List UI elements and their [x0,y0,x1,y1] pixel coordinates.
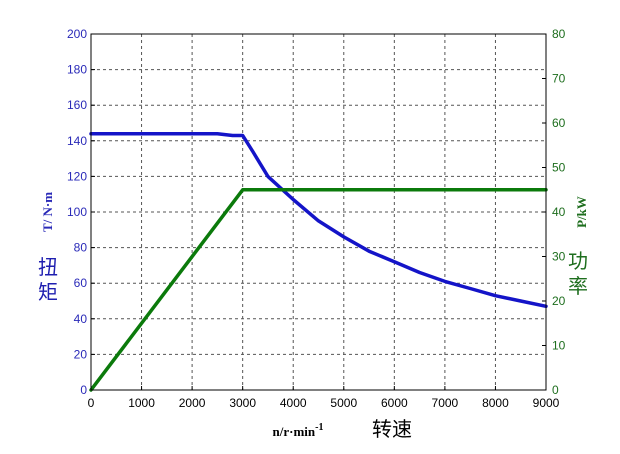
y-left-tick-label: 140 [67,134,87,148]
power-curve-line [89,188,548,392]
y-left-tick-label: 20 [74,347,88,361]
x-tick-label: 4000 [280,396,307,410]
x-axis-title-cn: 转速 [372,417,412,441]
y-right-tick-label: 50 [552,161,566,175]
y-right-axis-ticks: 0 10 20 30 40 50 60 70 80 [542,27,566,397]
x-axis-ticks: 0 1000 2000 3000 4000 5000 6000 7000 8000 9000 [88,386,560,410]
y-left-tick-label: 40 [74,312,88,326]
y-right-axis-title: P/kW [574,196,589,228]
y-left-tick-label: 180 [67,63,87,77]
y-left-tick-label: 0 [80,383,87,397]
y-left-tick-label: 80 [74,241,88,255]
y-left-axis-title-cn-2: 矩 [38,280,58,304]
y-right-tick-label: 0 [552,383,559,397]
y-left-axis-ticks: 0 20 40 60 80 100 120 140 160 180 200 [67,27,95,397]
y-right-tick-label: 10 [552,339,566,353]
grid-lines [91,34,546,390]
x-axis-title: n/r·min-1 [273,422,324,439]
y-left-axis-title: T/ N·m [40,192,55,232]
x-tick-label: 7000 [432,396,459,410]
x-tick-label: 1000 [128,396,155,410]
x-tick-label: 6000 [381,396,408,410]
y-right-tick-label: 40 [552,205,566,219]
y-left-tick-label: 160 [67,98,87,112]
y-left-tick-label: 100 [67,205,87,219]
y-left-tick-label: 120 [67,169,87,183]
torque-curve-line [89,131,548,309]
y-right-tick-label: 30 [552,250,566,264]
y-right-tick-label: 60 [552,116,566,130]
y-left-tick-label: 60 [74,276,88,290]
y-right-tick-label: 20 [552,294,566,308]
x-tick-label: 2000 [179,396,206,410]
y-left-tick-label: 200 [67,27,87,41]
y-right-axis-title-cn-2: 率 [568,274,588,298]
x-tick-label: 0 [88,396,95,410]
y-left-axis-title-cn-1: 扭 [38,255,58,279]
x-tick-label: 8000 [482,396,509,410]
x-tick-label: 5000 [330,396,357,410]
y-right-axis-title-cn-1: 功 [568,249,588,273]
y-right-tick-label: 70 [552,72,566,86]
x-tick-label: 9000 [533,396,560,410]
y-right-tick-label: 80 [552,27,566,41]
x-tick-label: 3000 [229,396,256,410]
series-layer [89,131,548,392]
